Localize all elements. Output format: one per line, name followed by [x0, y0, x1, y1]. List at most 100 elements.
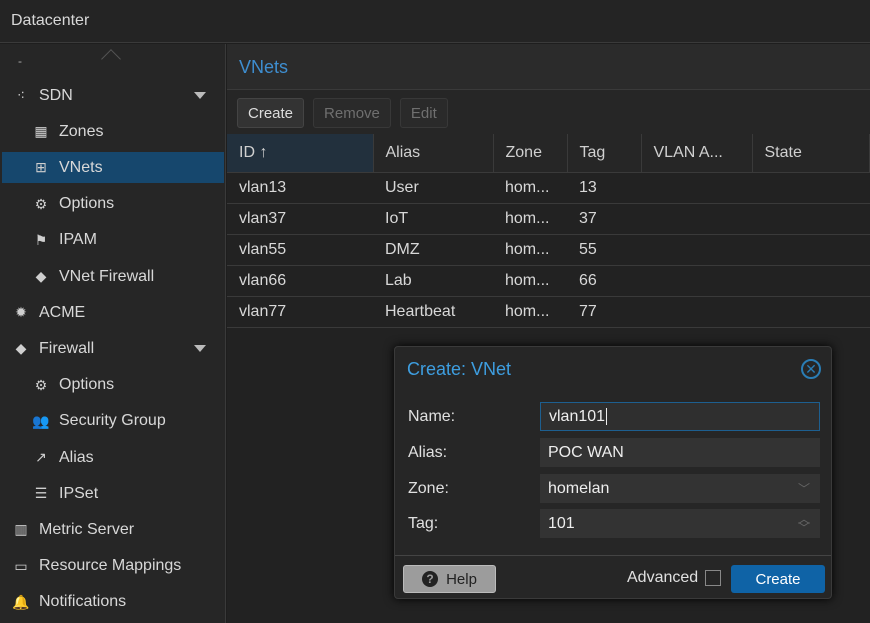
sidebar-item-label: Resource Mappings	[39, 557, 182, 575]
sidebar: - ⁖ SDN ▦ Zones ⊞ VNets ⚙ Options ⚑ IPAM ◆ VNet Fir…	[0, 44, 226, 623]
shield-icon: ◆	[15, 340, 27, 357]
table-cell: hom...	[493, 203, 567, 235]
sidebar-item-label: VNets	[59, 158, 103, 176]
table-cell	[752, 203, 870, 235]
table-row[interactable]: vlan55 DMZ hom... 55	[227, 234, 870, 266]
external-link-icon: ↗	[35, 449, 47, 465]
header-title: Datacenter	[11, 12, 90, 29]
grid-icon: ▦	[34, 123, 48, 140]
table-cell: User	[373, 172, 493, 204]
dialog-create-button[interactable]: Create	[731, 565, 825, 593]
sidebar-item-acme[interactable]: ✹ ACME	[2, 297, 224, 328]
folder-icon: ▭	[14, 557, 28, 574]
bar-chart-icon: ▥	[14, 521, 28, 538]
sidebar-item-zones[interactable]: ▦ Zones	[2, 116, 224, 147]
table-cell: hom...	[493, 172, 567, 204]
zone-value: homelan	[548, 479, 610, 497]
zone-row: Zone: homelan ﹀	[408, 474, 820, 503]
sidebar-item-label: Security Group	[59, 412, 166, 430]
list-icon: ☰	[34, 485, 48, 502]
table-cell	[641, 172, 752, 204]
table-cell: 77	[567, 296, 641, 328]
scroll-up-icon[interactable]	[101, 49, 121, 69]
remove-button[interactable]: Remove	[313, 98, 391, 128]
close-icon[interactable]: ✕	[801, 359, 821, 379]
table-cell: hom...	[493, 296, 567, 328]
main-panel: VNets Create Remove Edit ID ↑ Alias Zone Ta…	[227, 44, 870, 623]
sidebar-item-security-group[interactable]: 👥 Security Group	[2, 406, 224, 437]
sidebar-item-label: Metric Server	[39, 520, 135, 538]
table-cell	[752, 296, 870, 328]
sidebar-item-label: IPAM	[59, 231, 97, 249]
table-cell	[752, 172, 870, 204]
table-cell: Heartbeat	[373, 296, 493, 328]
table-row[interactable]: vlan77 Heartbeat hom... 77	[227, 296, 870, 328]
sidebar-item-label: Notifications	[39, 593, 127, 611]
table-cell: IoT	[373, 203, 493, 235]
header: Datacenter	[0, 0, 870, 43]
gear-icon: ⚙	[34, 376, 48, 393]
advanced-checkbox[interactable]	[705, 570, 722, 586]
dialog-title: Create: VNet	[407, 359, 512, 379]
gear-icon: ⚙	[34, 195, 48, 212]
sidebar-item-ipset[interactable]: ☰ IPSet	[2, 478, 224, 509]
table-cell: 66	[567, 265, 641, 297]
expand-caret-icon[interactable]	[194, 92, 206, 99]
table-cell: hom...	[493, 265, 567, 297]
tag-value: 101	[548, 514, 575, 532]
table-row[interactable]: vlan13 User hom... 13	[227, 172, 870, 204]
spinner-icon[interactable]: ︿ ﹀	[797, 511, 810, 535]
table-row[interactable]: vlan66 Lab hom... 66	[227, 265, 870, 297]
sdn-icon: ⁖	[16, 87, 26, 103]
sidebar-item-ipam[interactable]: ⚑ IPAM	[2, 225, 224, 256]
table-cell	[641, 234, 752, 266]
sidebar-item-resource-mappings[interactable]: ▭ Resource Mappings	[2, 551, 224, 582]
signpost-icon: ⚑	[34, 231, 48, 248]
sidebar-item-label: Options	[59, 376, 115, 394]
name-input[interactable]: vlan101	[540, 402, 820, 431]
chevron-down-icon[interactable]: ﹀	[797, 482, 810, 496]
name-value: vlan101	[549, 407, 606, 425]
sidebar-item-alias[interactable]: ↗ Alias	[2, 442, 224, 473]
sidebar-item-options[interactable]: ⚙ Options	[2, 370, 224, 401]
page-title: VNets	[227, 44, 870, 90]
advanced-toggle[interactable]: Advanced	[627, 569, 722, 587]
sidebar-item-options[interactable]: ⚙ Options	[2, 189, 224, 220]
table-cell	[641, 265, 752, 297]
column-header[interactable]: Alias	[373, 134, 494, 173]
tag-row: Tag: 101 ︿ ﹀	[408, 509, 820, 538]
sidebar-item-label: Alias	[59, 448, 94, 466]
table-cell: Lab	[373, 265, 493, 297]
table-cell: vlan66	[227, 265, 373, 297]
table-cell: hom...	[493, 234, 567, 266]
footer-divider	[395, 555, 831, 556]
column-header[interactable]: ID ↑	[227, 134, 374, 173]
tag-input[interactable]: 101 ︿ ﹀	[540, 509, 820, 538]
name-row: Name: vlan101	[408, 402, 820, 431]
sidebar-item-notifications[interactable]: 🔔 Notifications	[2, 587, 224, 618]
help-button[interactable]: ? Help	[403, 565, 496, 593]
sidebar-item-vnets[interactable]: ⊞ VNets	[2, 152, 224, 184]
expand-caret-icon[interactable]	[194, 345, 206, 353]
sidebar-item-metric-server[interactable]: ▥ Metric Server	[2, 514, 224, 545]
alias-row: Alias: POC WAN	[408, 438, 820, 467]
text-cursor	[606, 408, 608, 425]
sidebar-item-vnet-firewall[interactable]: ◆ VNet Firewall	[2, 261, 224, 292]
table-cell: vlan37	[227, 203, 373, 235]
zone-select[interactable]: homelan ﹀	[540, 474, 820, 503]
column-header[interactable]: VLAN A...	[641, 134, 753, 173]
sidebar-item-label: ACME	[39, 303, 86, 321]
alias-input[interactable]: POC WAN	[540, 438, 820, 467]
table-cell	[752, 234, 870, 266]
column-header[interactable]: Tag	[567, 134, 642, 173]
table-cell	[641, 296, 752, 328]
table-row[interactable]: vlan37 IoT hom... 37	[227, 203, 870, 235]
column-header[interactable]: State	[752, 134, 870, 173]
sidebar-item-firewall[interactable]: ◆ Firewall	[2, 333, 224, 364]
sidebar-item-sdn[interactable]: ⁖ SDN	[2, 80, 224, 111]
column-header[interactable]: Zone	[493, 134, 568, 173]
create-button[interactable]: Create	[237, 98, 305, 128]
edit-button[interactable]: Edit	[399, 98, 448, 128]
network-icon: ⊞	[35, 159, 47, 176]
table-cell: 55	[567, 234, 641, 266]
